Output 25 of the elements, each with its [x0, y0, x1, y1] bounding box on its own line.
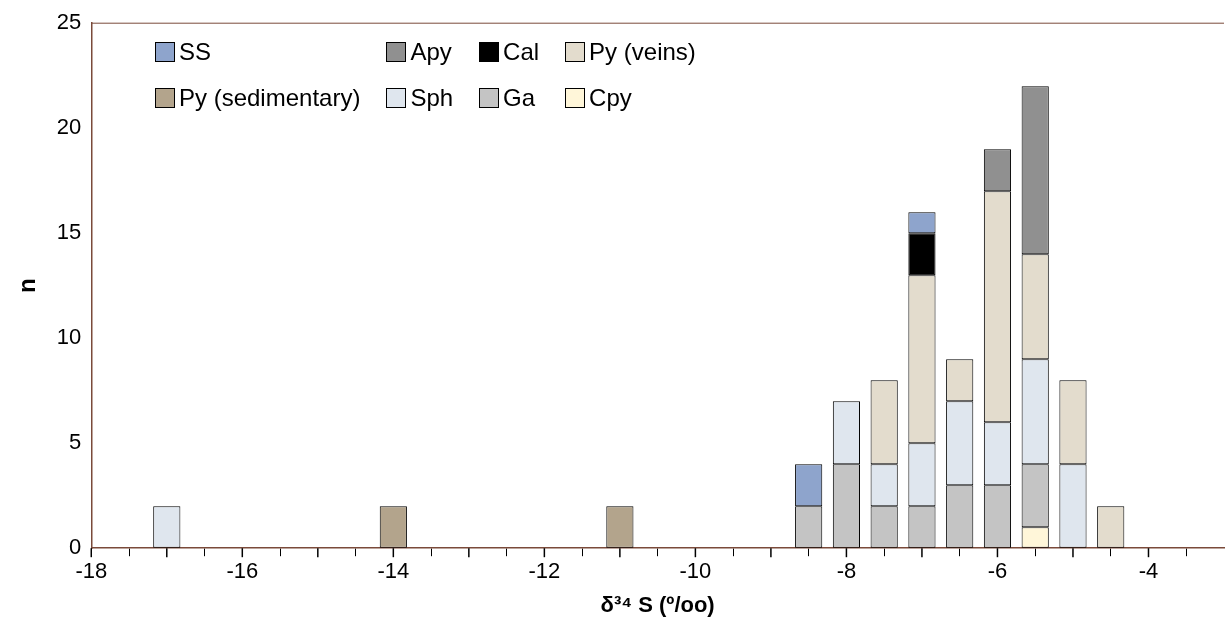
x-tick-label: -4 [1138, 558, 1159, 584]
x-tick-label: -6 [987, 558, 1008, 584]
x-axis-title: δ³⁴ S (º/oo) [600, 591, 715, 617]
y-tick-label: 25 [56, 9, 82, 35]
y-tick-label: 15 [56, 219, 82, 245]
y-tick-label: 0 [69, 534, 82, 560]
y-tick-label: 5 [69, 429, 82, 455]
legend-label: Sph [410, 84, 454, 112]
x-tick-label: -14 [377, 558, 410, 584]
legend-label: Cal [503, 38, 540, 66]
y-tick-label: 20 [56, 114, 82, 140]
x-tick-label: -10 [679, 558, 712, 584]
y-axis-title: n [13, 278, 41, 294]
legend-label: Apy [410, 38, 452, 66]
bar [908, 233, 936, 276]
legend-label: Py (veins) [589, 38, 696, 66]
legend-label: Cpy [589, 84, 632, 112]
legend-label: SS [179, 38, 212, 66]
x-tick-label: -18 [75, 558, 108, 584]
legend-label: Py (sedimentary) [179, 84, 361, 112]
x-tick-label: -12 [528, 558, 561, 584]
x-tick-label: -16 [226, 558, 259, 584]
legend-label: Ga [503, 84, 536, 112]
y-tick-label: 10 [56, 324, 82, 350]
x-tick-label: -8 [836, 558, 857, 584]
